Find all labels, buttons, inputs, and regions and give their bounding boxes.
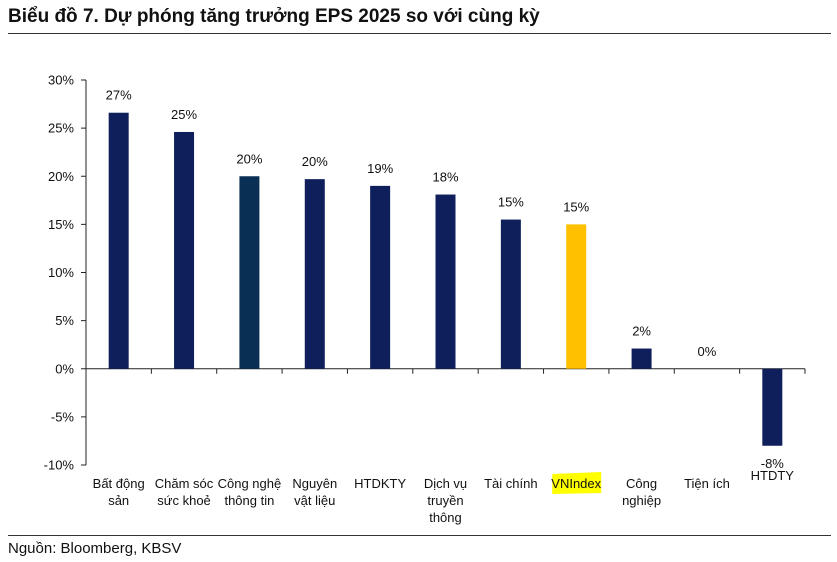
bar [762,368,783,446]
bar [239,176,260,369]
category-label: Nguyên vật liệu [292,476,337,508]
category-label-line: vật liệu [294,493,335,508]
category-label-line: Dịch vụ [424,476,467,491]
category-label-line: sản [108,493,129,508]
data-label: 27% [106,88,132,103]
bar-chart: 30% 25% 20% 15% 10% 5% 0% -5% -10% 27% Bất động sản… [44,73,806,525]
data-label: 15% [498,195,524,210]
y-tick-label: 15% [48,217,74,232]
category-label: Công nghiệp [622,476,661,508]
y-tick-label: 10% [48,265,74,280]
category-label-line: sức khoẻ [157,493,211,508]
category-label-line: HTDKTY [354,476,406,491]
category-label-line: Tiện ích [684,476,730,491]
category-highlight [552,472,602,494]
bar [566,224,587,369]
source-divider [8,535,831,536]
y-tick-label: 30% [48,73,74,88]
bar [631,348,652,369]
category-label-line: Nguyên [292,476,337,491]
y-tick-label: 25% [48,121,74,136]
category-label-line: VNIndex [551,476,601,491]
bar [500,219,521,369]
y-tick-label: 0% [55,361,74,376]
data-label: 15% [563,199,589,214]
category-label-line: Chăm sóc [155,476,214,491]
bar [304,179,325,369]
category-label: Tiện ích [684,476,730,491]
data-label: -8% [761,456,785,471]
data-label: 0% [698,344,717,359]
data-label: 20% [302,154,328,169]
bar [435,194,456,369]
y-tick-label: 20% [48,169,74,184]
category-label: VNIndex [551,476,601,491]
category-label-line: thông tin [224,493,274,508]
category-label: Bất động sản [93,476,145,508]
category-label-line: Tài chính [484,476,537,491]
bar [370,185,391,369]
data-label: 20% [236,151,262,166]
y-tick-label: -10% [44,458,75,473]
category-label-line: Bất động [93,476,145,491]
category-label: Tài chính [484,476,537,491]
bar [174,131,195,369]
y-tick-label: 5% [55,313,74,328]
title-divider [8,33,831,34]
data-label: 19% [367,161,393,176]
category-label: Chăm sóc sức khoẻ [155,476,214,508]
data-label: 2% [632,324,651,339]
data-label: 18% [432,170,458,185]
category-label: HTDTY [751,468,795,483]
category-label: Công nghệ thông tin [218,476,282,508]
category-label-line: HTDTY [751,468,795,483]
source-note: Nguồn: Bloomberg, KBSV [8,540,182,557]
data-label: 25% [171,107,197,122]
category-label: HTDKTY [354,476,406,491]
category-label-line: nghiệp [622,493,661,508]
category-label-line: thông [429,510,462,525]
chart-title: Biểu đồ 7. Dự phóng tăng trưởng EPS 2025… [8,6,540,27]
category-label-line: Công [626,476,657,491]
y-tick-label: -5% [51,409,75,424]
category-label: Dịch vụ truyền thông [424,476,467,525]
bar [108,112,129,369]
category-label-line: truyền [427,493,463,508]
category-label-line: Công nghệ [218,476,282,491]
